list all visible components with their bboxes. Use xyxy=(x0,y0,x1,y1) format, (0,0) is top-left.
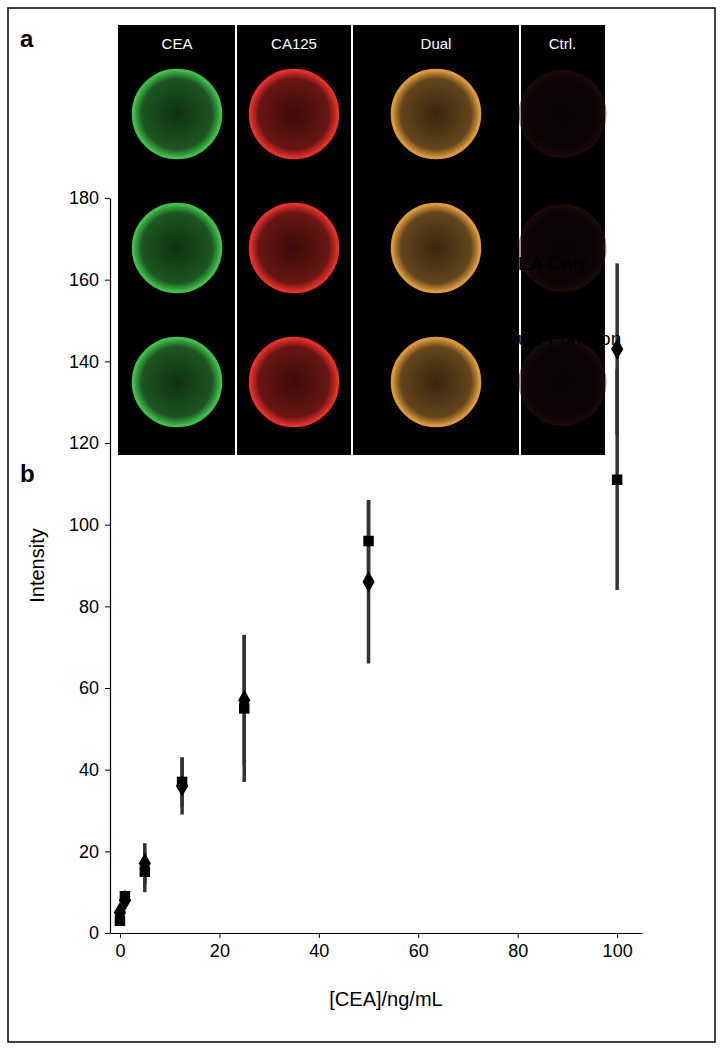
y-tick: 40 xyxy=(79,760,110,780)
x-tick-label: 0 xyxy=(115,941,125,961)
x-tick: 20 xyxy=(210,933,230,961)
legend-marker xyxy=(485,255,495,273)
legend-marker xyxy=(486,335,495,344)
y-tick: 20 xyxy=(79,842,110,862)
y-axis-title: Intensity xyxy=(26,528,48,602)
x-tick: 80 xyxy=(508,933,528,961)
x-tick: 100 xyxy=(603,933,633,961)
y-tick-mark xyxy=(105,933,110,934)
x-tick: 40 xyxy=(309,933,329,961)
y-tick: 180 xyxy=(69,188,110,208)
y-tick-label: 100 xyxy=(69,515,99,535)
y-tick-label: 0 xyxy=(89,923,99,943)
legend-label: CEA Only xyxy=(504,253,587,274)
y-tick: 60 xyxy=(79,678,110,698)
x-axis: 0 20 40 60 80 100 xyxy=(111,933,643,961)
spot xyxy=(392,70,480,158)
y-tick-mark xyxy=(105,361,110,362)
y-tick-mark xyxy=(105,851,110,852)
y-tick: 80 xyxy=(79,597,110,617)
x-axis-line xyxy=(111,933,643,934)
spot xyxy=(133,338,221,426)
y-tick-label: 40 xyxy=(79,760,99,780)
spot xyxy=(250,70,338,158)
x-tick-mark xyxy=(617,933,618,938)
y-tick-mark xyxy=(105,688,110,689)
marker xyxy=(176,775,188,796)
y-tick: 140 xyxy=(69,352,110,372)
y-tick-label: 180 xyxy=(69,188,99,208)
marker xyxy=(177,777,187,787)
y-tick-mark xyxy=(105,198,110,199)
series-markers xyxy=(115,475,623,926)
column-divider xyxy=(351,25,353,455)
y-tick-label: 60 xyxy=(79,678,99,698)
x-tick-label: 40 xyxy=(309,941,329,961)
y-axis: 0 20 40 60 80 100 120 140 160 180 xyxy=(69,188,111,943)
figure-frame xyxy=(8,8,715,1042)
marker xyxy=(239,703,249,713)
x-tick: 60 xyxy=(409,933,429,961)
y-tick: 120 xyxy=(69,433,110,453)
marker xyxy=(120,891,130,901)
y-tick-label: 120 xyxy=(69,433,99,453)
series xyxy=(120,263,617,916)
spot xyxy=(519,70,607,158)
legend-label: Dual Function xyxy=(504,328,621,349)
spot xyxy=(250,204,338,292)
y-tick-mark xyxy=(105,280,110,281)
y-tick-mark xyxy=(105,443,110,444)
y-tick-mark xyxy=(105,525,110,526)
y-tick-mark xyxy=(105,770,110,771)
marker xyxy=(363,536,373,546)
column-label: Ctrl. xyxy=(549,35,577,52)
x-tick: 0 xyxy=(115,933,125,961)
column-divider xyxy=(235,25,237,455)
y-tick: 100 xyxy=(69,515,110,535)
x-axis-title: [CEA]/ng/mL xyxy=(329,988,442,1010)
series-markers xyxy=(114,338,623,923)
y-tick-label: 20 xyxy=(79,842,99,862)
y-tick-label: 80 xyxy=(79,597,99,617)
x-tick-mark xyxy=(319,933,320,938)
series xyxy=(120,370,617,925)
x-tick-label: 60 xyxy=(409,941,429,961)
legend: CEA Only Dual Function xyxy=(485,253,621,349)
column-label: CEA xyxy=(162,35,193,52)
x-tick-mark xyxy=(518,933,519,938)
spot xyxy=(133,204,221,292)
plot-area xyxy=(114,263,623,926)
marker xyxy=(119,890,131,911)
x-tick-mark xyxy=(418,933,419,938)
x-tick-label: 100 xyxy=(603,941,633,961)
spot xyxy=(392,338,480,426)
marker xyxy=(115,916,125,926)
y-tick: 160 xyxy=(69,270,110,290)
x-tick-label: 80 xyxy=(508,941,528,961)
y-tick-mark xyxy=(105,606,110,607)
column-label: CA125 xyxy=(271,35,317,52)
spot xyxy=(392,204,480,292)
spot xyxy=(519,338,607,426)
spot xyxy=(133,70,221,158)
column-label: Dual xyxy=(421,35,452,52)
y-tick: 0 xyxy=(89,923,110,943)
panel-label: a xyxy=(20,25,34,52)
x-tick-mark xyxy=(120,933,121,938)
y-tick-label: 140 xyxy=(69,352,99,372)
marker xyxy=(140,867,150,877)
marker xyxy=(362,571,374,592)
marker xyxy=(612,475,622,485)
x-tick-mark xyxy=(219,933,220,938)
y-tick-label: 160 xyxy=(69,270,99,290)
spot xyxy=(519,204,607,292)
y-axis-line xyxy=(110,199,111,934)
panel-label: b xyxy=(20,460,35,487)
figure: a b CEA CA125 Dual Ctrl. 0 20 40 60 80 100 0 20 40 60 80… xyxy=(0,0,723,1050)
x-tick-label: 20 xyxy=(210,941,230,961)
spot xyxy=(250,338,338,426)
